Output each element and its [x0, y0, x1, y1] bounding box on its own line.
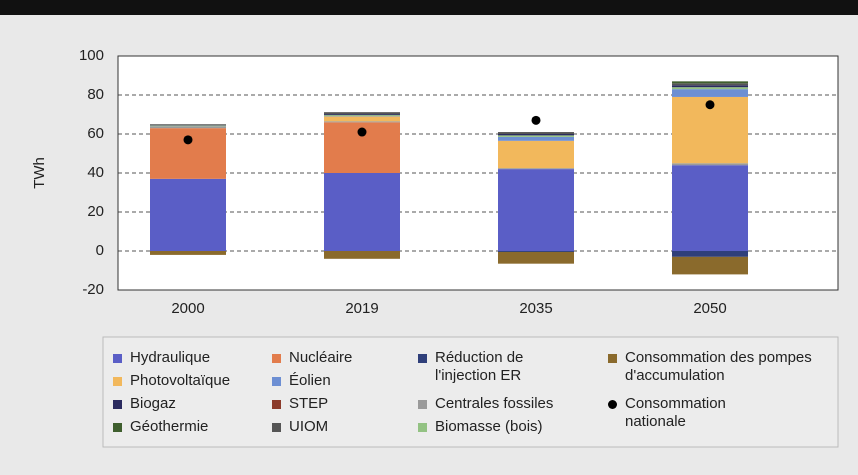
bar-segment	[672, 165, 748, 251]
bar-segment	[324, 251, 400, 259]
x-tick-label: 2035	[519, 300, 552, 317]
legend-label: Réduction de l'injection ER	[435, 349, 524, 384]
legend-box	[102, 336, 839, 448]
legend-item: Nucléaire	[272, 349, 412, 367]
legend-item: Consommation des pompes d'accumulation	[608, 349, 823, 385]
bar-segment	[150, 125, 226, 127]
legend-swatch	[418, 400, 427, 409]
consumption-point	[705, 100, 715, 110]
bar-segment	[324, 112, 400, 115]
bar-segment	[498, 140, 574, 169]
bar-segment	[498, 134, 574, 136]
y-tick-label: 20	[87, 203, 104, 220]
legend-item: Centrales fossiles	[418, 395, 603, 413]
bar-segment	[498, 251, 574, 252]
legend-item: Consommation nationale	[608, 395, 738, 431]
legend-label: Centrales fossiles	[435, 395, 554, 412]
bar-segment	[672, 256, 748, 275]
top-band	[0, 0, 858, 15]
legend-swatch	[272, 354, 281, 363]
bar-segment	[498, 136, 574, 141]
y-tick-label: 80	[87, 86, 104, 103]
bar-segment	[498, 135, 574, 137]
legend-swatch	[418, 423, 427, 432]
bar-segment	[672, 251, 748, 257]
bar-segment	[672, 163, 748, 166]
bar-segment	[150, 126, 226, 129]
y-tick-label: 60	[87, 125, 104, 142]
legend-label: Biogaz	[130, 395, 176, 412]
bar-segment	[498, 168, 574, 170]
x-tick-label: 2019	[345, 300, 378, 317]
bar-segment	[498, 251, 574, 264]
legend-swatch	[418, 354, 427, 363]
y-tick-label: 100	[79, 47, 104, 64]
legend-label: Biomasse (bois)	[435, 418, 543, 435]
bar-segment	[324, 114, 400, 116]
legend-label: Géothermie	[130, 418, 209, 435]
bar-segment	[672, 83, 748, 86]
legend-label: Éolien	[289, 372, 331, 389]
bar-segment	[324, 116, 400, 122]
legend-item: Biogaz	[113, 395, 263, 413]
y-tick-label: 40	[87, 164, 104, 181]
legend-label: Consommation nationale	[625, 395, 726, 430]
bar-segment	[324, 121, 400, 123]
consumption-point	[357, 127, 367, 137]
legend-item: Éolien	[272, 372, 412, 390]
legend-label: Consommation des pompes d'accumulation	[625, 349, 812, 384]
x-tick-label: 2050	[693, 300, 726, 317]
consumption-point	[531, 115, 541, 125]
bar-segment	[672, 85, 748, 88]
legend-swatch	[113, 377, 122, 386]
legend-item: Biomasse (bois)	[418, 418, 603, 436]
legend-item: Hydraulique	[113, 349, 263, 367]
bar-segment	[150, 251, 226, 255]
legend-label: Hydraulique	[130, 349, 211, 366]
legend-label: STEP	[289, 395, 329, 412]
bar-segment	[324, 115, 400, 117]
legend-label: Nucléaire	[289, 349, 353, 366]
x-tick-label: 2000	[171, 300, 204, 317]
legend-label: Photovoltaïque	[130, 372, 231, 389]
plot-frame	[117, 55, 839, 291]
bar-segment	[672, 87, 748, 90]
legend-swatch	[113, 400, 122, 409]
bar-segment	[150, 178, 226, 251]
bar-segment	[672, 89, 748, 97]
y-axis-label: TWh	[31, 157, 48, 189]
y-tick-label: 0	[96, 242, 104, 259]
bar-segment	[150, 124, 226, 126]
legend-label: UIOM	[289, 418, 329, 435]
legend-item: STEP	[272, 395, 412, 413]
y-tick-label: -20	[82, 281, 104, 298]
legend-swatch	[608, 400, 617, 409]
legend-swatch	[272, 423, 281, 432]
legend-item: UIOM	[272, 418, 412, 436]
legend-item: Géothermie	[113, 418, 263, 436]
legend-swatch	[272, 377, 281, 386]
bar-segment	[672, 81, 748, 84]
legend-item: Réduction de l'injection ER	[418, 349, 568, 385]
bar-segment	[498, 132, 574, 134]
legend-swatch	[608, 354, 617, 363]
legend-swatch	[113, 354, 122, 363]
bar-segment	[324, 173, 400, 251]
legend-swatch	[272, 400, 281, 409]
bar-segment	[498, 169, 574, 251]
consumption-point	[183, 135, 193, 145]
legend-item: Photovoltaïque	[113, 372, 268, 390]
legend-swatch	[113, 423, 122, 432]
